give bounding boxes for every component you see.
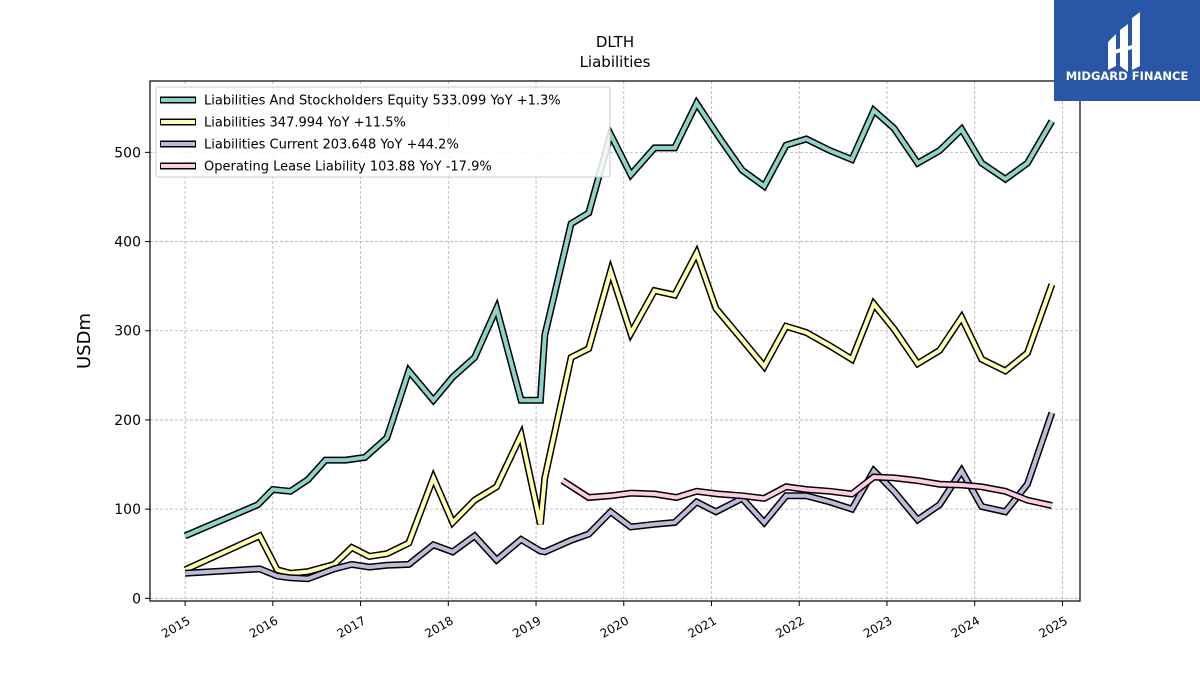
legend: Liabilities And Stockholders Equity 533.… [155,86,611,178]
series-3-line [184,412,1054,581]
y-axis: 0 100 200 300 400 500 [114,145,150,607]
chart-title: DLTH [596,33,634,51]
series-2-line [184,248,1054,576]
legend-entry-1: Liabilities And Stockholders Equity 533.… [204,94,561,109]
y-tick-label: 500 [114,145,141,161]
y-axis-label: USDm [74,313,95,369]
y-tick-label: 100 [114,502,141,518]
y-tick-label: 400 [114,235,141,251]
logo: MIDGARD FINANCE [1054,0,1200,101]
series-layer [183,96,1056,583]
plot-frame [149,80,1081,602]
y-tick-label: 0 [132,591,141,607]
chart-subtitle: Liabilities [580,53,651,71]
series-4-line [561,474,1053,508]
legend-box [155,86,611,178]
logo-text: MIDGARD FINANCE [1066,69,1189,83]
legend-entry-4: Operating Lease Liability 103.88 YoY -17… [204,160,492,175]
logo-mark-icon [1108,12,1140,72]
legend-entry-3: Liabilities Current 203.648 YoY +44.2% [204,138,459,153]
y-tick-label: 200 [114,413,141,429]
series-1-line [184,99,1054,538]
y-tick-label: 300 [114,324,141,340]
legend-entry-2: Liabilities 347.994 YoY +11.5% [204,116,406,131]
